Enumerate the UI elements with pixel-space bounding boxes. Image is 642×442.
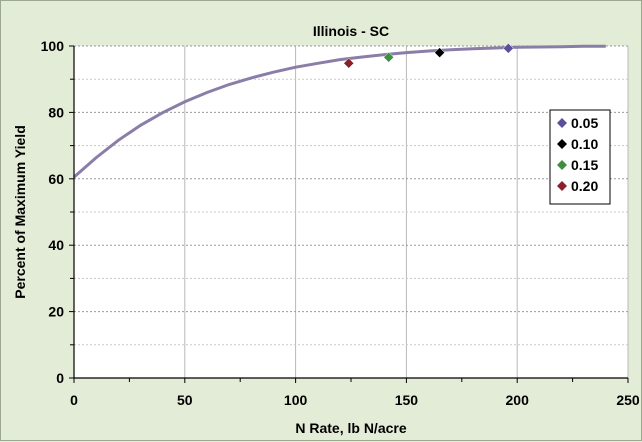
data-point-0.10 bbox=[434, 47, 445, 58]
y-tick-label: 60 bbox=[48, 171, 64, 187]
legend-label-0.15: 0.15 bbox=[571, 157, 598, 173]
y-tick-label: 0 bbox=[56, 370, 64, 386]
legend-label-0.10: 0.10 bbox=[571, 136, 598, 152]
data-point-0.05 bbox=[502, 42, 514, 54]
legend-marker-0.15 bbox=[557, 160, 567, 170]
legend-marker-0.20 bbox=[557, 181, 567, 191]
legend-marker-0.05 bbox=[557, 118, 567, 128]
x-tick-label: 250 bbox=[616, 392, 640, 408]
x-tick-label: 100 bbox=[284, 392, 308, 408]
legend-label-0.20: 0.20 bbox=[571, 178, 598, 194]
y-tick-label: 40 bbox=[48, 237, 64, 253]
x-tick-label: 0 bbox=[70, 392, 78, 408]
response-curve bbox=[73, 44, 606, 179]
chart-title: Illinois - SC bbox=[313, 23, 389, 39]
y-tick-label: 80 bbox=[48, 104, 64, 120]
legend-label-0.05: 0.05 bbox=[571, 115, 598, 131]
x-tick-label: 200 bbox=[506, 392, 530, 408]
x-tick-label: 150 bbox=[395, 392, 419, 408]
y-tick-label: 20 bbox=[48, 304, 64, 320]
x-tick-label: 50 bbox=[177, 392, 193, 408]
x-axis-label: N Rate, lb N/acre bbox=[295, 420, 406, 436]
y-tick-label: 100 bbox=[41, 38, 65, 54]
y-axis-label: Percent of Maximum Yield bbox=[12, 125, 28, 299]
data-point-0.20 bbox=[343, 57, 355, 69]
data-point-0.15 bbox=[383, 51, 395, 63]
legend-marker-0.10 bbox=[557, 139, 567, 149]
